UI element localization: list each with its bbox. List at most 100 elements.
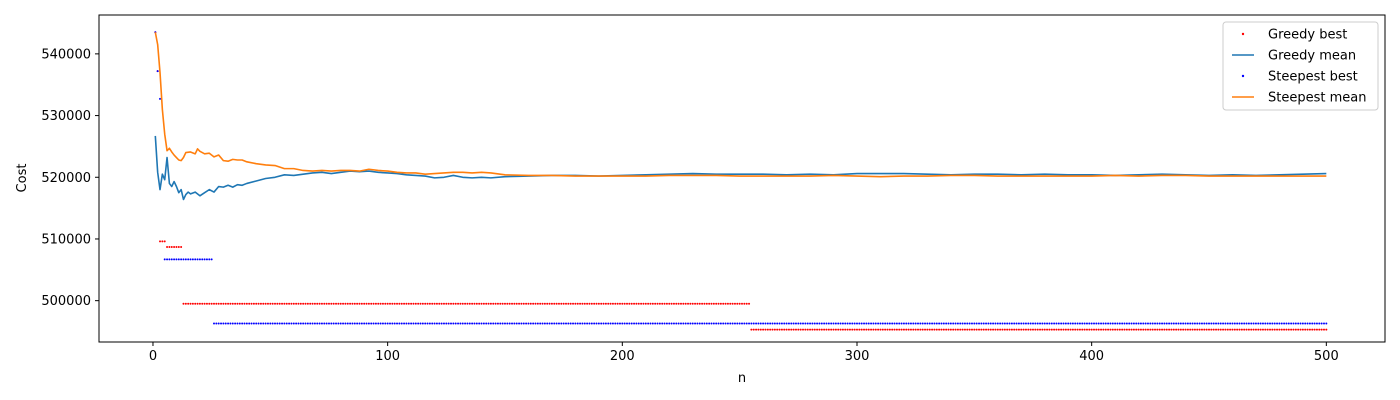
steepest-best-point xyxy=(602,322,605,325)
greedy-best-point xyxy=(698,302,701,305)
greedy-best-point xyxy=(229,302,232,305)
greedy-best-point xyxy=(285,302,288,305)
steepest-best-point xyxy=(1283,322,1286,325)
greedy-best-point xyxy=(1219,328,1222,331)
steepest-best-point xyxy=(870,322,873,325)
greedy-best-point xyxy=(1020,328,1023,331)
greedy-best-point xyxy=(651,302,654,305)
steepest-best-point xyxy=(935,322,938,325)
steepest-best-point xyxy=(830,322,833,325)
greedy-best-point xyxy=(787,328,790,331)
greedy-best-point xyxy=(642,302,645,305)
steepest-best-point xyxy=(274,322,277,325)
steepest-best-point xyxy=(205,258,208,261)
greedy-best-point xyxy=(780,328,783,331)
steepest-best-point xyxy=(562,322,565,325)
greedy-best-point xyxy=(1055,328,1058,331)
greedy-best-point xyxy=(813,328,816,331)
greedy-best-point xyxy=(1226,328,1229,331)
greedy-best-point xyxy=(1308,328,1311,331)
greedy-best-point xyxy=(431,302,434,305)
steepest-best-point xyxy=(513,322,516,325)
greedy-best-point xyxy=(724,302,727,305)
steepest-best-point xyxy=(729,322,732,325)
greedy-best-point xyxy=(365,302,368,305)
steepest-best-point xyxy=(506,322,509,325)
greedy-best-point xyxy=(532,302,535,305)
steepest-best-point xyxy=(302,322,305,325)
greedy-best-point xyxy=(1046,328,1049,331)
steepest-best-point xyxy=(844,322,847,325)
greedy-best-point xyxy=(919,328,922,331)
steepest-best-point xyxy=(374,322,377,325)
steepest-best-point xyxy=(457,322,460,325)
steepest-best-point xyxy=(360,322,363,325)
greedy-best-point xyxy=(1060,328,1063,331)
steepest-best-point xyxy=(560,322,563,325)
greedy-best-point xyxy=(614,302,617,305)
steepest-best-point xyxy=(642,322,645,325)
steepest-best-point xyxy=(489,322,492,325)
steepest-best-point xyxy=(637,322,640,325)
steepest-best-point xyxy=(304,322,307,325)
greedy-best-point xyxy=(1269,328,1272,331)
greedy-best-point xyxy=(1053,328,1056,331)
greedy-best-point xyxy=(914,328,917,331)
steepest-best-point xyxy=(1290,322,1293,325)
greedy-best-point xyxy=(1264,328,1267,331)
greedy-best-point xyxy=(966,328,969,331)
greedy-best-point xyxy=(1130,328,1133,331)
steepest-best-point xyxy=(471,322,474,325)
steepest-mean-line xyxy=(154,32,1327,178)
greedy-best-point xyxy=(1168,328,1171,331)
greedy-best-point xyxy=(292,302,295,305)
steepest-best-point xyxy=(1318,322,1321,325)
steepest-best-point xyxy=(1158,322,1161,325)
steepest-best-point xyxy=(1034,322,1037,325)
steepest-best-point xyxy=(1198,322,1201,325)
greedy-best-point xyxy=(762,328,765,331)
steepest-best-point xyxy=(1055,322,1058,325)
greedy-best-point xyxy=(748,302,751,305)
greedy-best-point xyxy=(1233,328,1236,331)
greedy-best-point xyxy=(1144,328,1147,331)
greedy-best-point xyxy=(496,302,499,305)
greedy-best-point xyxy=(1179,328,1182,331)
steepest-best-point xyxy=(358,322,361,325)
greedy-best-point xyxy=(342,302,345,305)
greedy-best-point xyxy=(325,302,328,305)
steepest-best-point xyxy=(292,322,295,325)
steepest-best-point xyxy=(539,322,542,325)
greedy-best-point xyxy=(579,302,582,305)
greedy-best-point xyxy=(825,328,828,331)
steepest-best-point xyxy=(1200,322,1203,325)
steepest-best-point xyxy=(1163,322,1166,325)
greedy-best-point xyxy=(1109,328,1112,331)
greedy-best-point xyxy=(689,302,692,305)
steepest-best-point xyxy=(980,322,983,325)
greedy-best-point xyxy=(337,302,340,305)
greedy-best-point xyxy=(1212,328,1215,331)
greedy-best-point xyxy=(1193,328,1196,331)
steepest-best-point xyxy=(644,322,647,325)
greedy-best-point xyxy=(1074,328,1077,331)
greedy-best-point xyxy=(696,302,699,305)
steepest-best-point xyxy=(222,322,225,325)
steepest-best-point xyxy=(1135,322,1138,325)
greedy-best-point xyxy=(792,328,795,331)
steepest-best-point xyxy=(621,322,624,325)
greedy-best-point xyxy=(802,328,805,331)
greedy-best-point xyxy=(1278,328,1281,331)
steepest-best-point xyxy=(839,322,842,325)
greedy-best-point xyxy=(468,302,471,305)
steepest-best-point xyxy=(712,322,715,325)
steepest-best-point xyxy=(452,322,455,325)
greedy-best-point xyxy=(663,302,666,305)
greedy-best-point xyxy=(839,328,842,331)
steepest-best-point xyxy=(966,322,969,325)
greedy-best-point xyxy=(1006,328,1009,331)
greedy-best-point xyxy=(1266,328,1269,331)
greedy-best-point xyxy=(630,302,633,305)
steepest-best-point xyxy=(689,322,692,325)
greedy-best-point xyxy=(1132,328,1135,331)
